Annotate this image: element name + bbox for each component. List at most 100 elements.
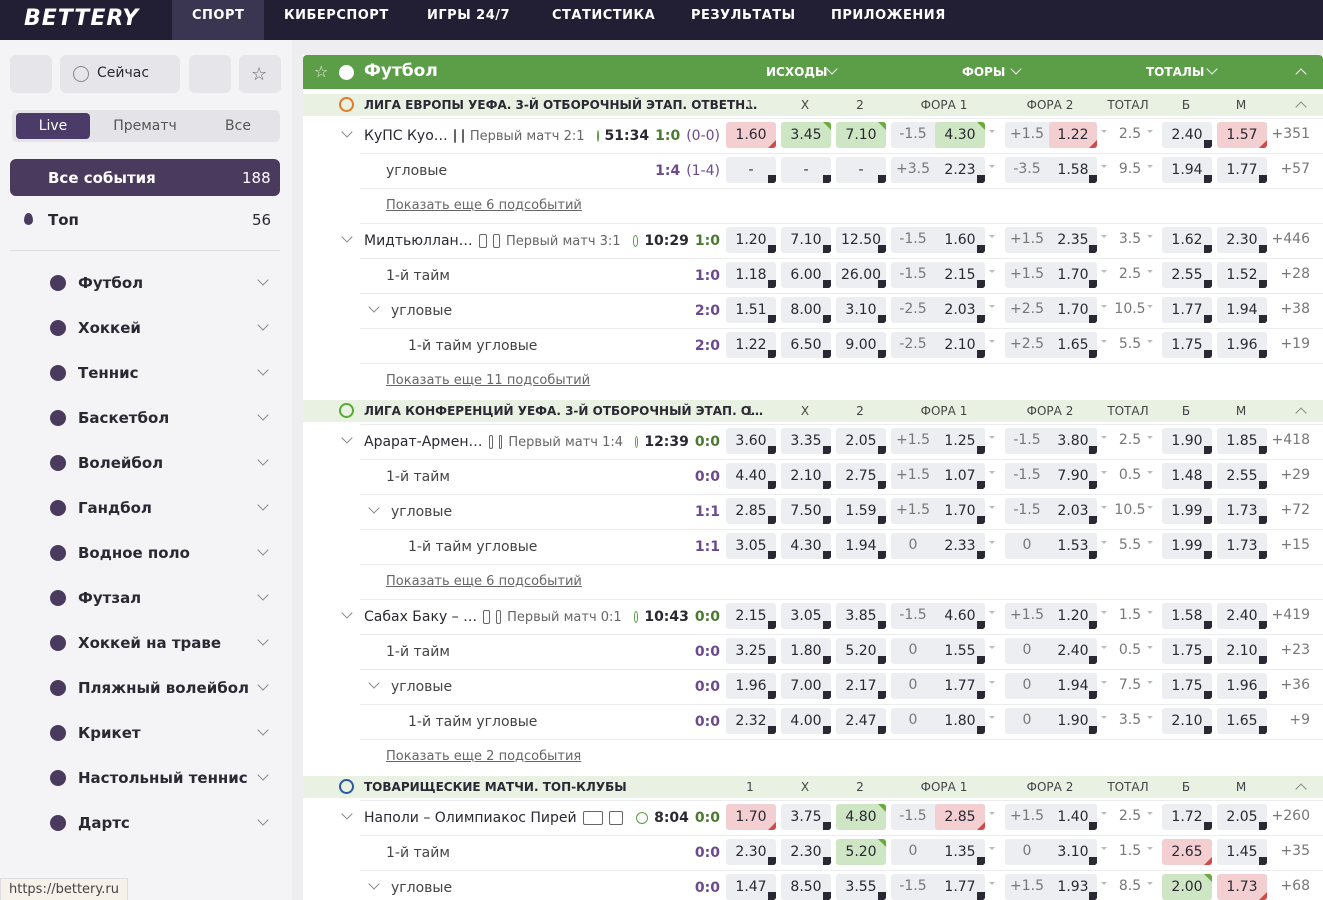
odd[interactable]: 1.77 bbox=[935, 874, 985, 900]
odd[interactable]: 1.94 bbox=[1162, 157, 1212, 183]
more-markets[interactable]: +351 bbox=[1271, 126, 1310, 142]
odd[interactable]: 1.99 bbox=[1162, 533, 1212, 559]
more-markets[interactable]: +57 bbox=[1280, 161, 1310, 177]
odd[interactable]: 2.00 bbox=[1162, 874, 1212, 900]
odd[interactable]: 1.77 bbox=[1162, 297, 1212, 323]
more-markets[interactable]: +29 bbox=[1280, 467, 1310, 483]
odd[interactable]: 3.10 bbox=[836, 297, 886, 323]
odd[interactable]: 1.25 bbox=[935, 428, 985, 454]
odd[interactable]: 2.40 bbox=[1217, 603, 1267, 629]
odd[interactable]: 3.85 bbox=[836, 603, 886, 629]
odd[interactable]: 1.72 bbox=[1162, 804, 1212, 830]
odd[interactable]: 1.60 bbox=[726, 122, 776, 148]
event-name[interactable]: угловые bbox=[391, 303, 453, 319]
odd[interactable]: 5.20 bbox=[836, 638, 886, 664]
odd[interactable]: 1.90 bbox=[1162, 428, 1212, 454]
star-icon[interactable]: ☆ bbox=[314, 62, 329, 81]
odd[interactable]: 3.25 bbox=[726, 638, 776, 664]
favorites-button[interactable] bbox=[239, 55, 281, 93]
odd[interactable]: 1.58 bbox=[1049, 157, 1097, 183]
odd[interactable]: 2.35 bbox=[1049, 227, 1097, 253]
odd[interactable]: 1.65 bbox=[1217, 708, 1267, 734]
odd[interactable]: 4.80 bbox=[836, 804, 886, 830]
odd[interactable]: 3.05 bbox=[726, 533, 776, 559]
odd[interactable]: 2.10 bbox=[1217, 638, 1267, 664]
odd[interactable]: 7.10 bbox=[781, 227, 831, 253]
odd[interactable]: 1.60 bbox=[935, 227, 985, 253]
odd[interactable]: 1.70 bbox=[726, 804, 776, 830]
odd[interactable]: 8.00 bbox=[781, 297, 831, 323]
event-name[interactable]: угловые bbox=[391, 504, 453, 520]
odd[interactable]: 2.55 bbox=[1162, 262, 1212, 288]
sport-name[interactable]: Гандбол bbox=[78, 499, 152, 517]
logo[interactable]: BETTERY bbox=[24, 6, 140, 31]
odd[interactable]: 1.70 bbox=[1049, 297, 1097, 323]
nav-item[interactable]: ПРИЛОЖЕНИЯ bbox=[831, 8, 946, 23]
odd[interactable]: 26.00 bbox=[836, 262, 886, 288]
odd[interactable]: 1.99 bbox=[1162, 498, 1212, 524]
odd[interactable]: 1.51 bbox=[726, 297, 776, 323]
tab[interactable]: Прематч bbox=[113, 118, 177, 134]
odd[interactable]: 4.40 bbox=[726, 463, 776, 489]
odd[interactable]: 1.62 bbox=[1162, 227, 1212, 253]
odd[interactable]: 2.10 bbox=[1162, 708, 1212, 734]
odd[interactable]: 4.00 bbox=[781, 708, 831, 734]
show-more-link[interactable]: Показать еще 2 подсобытия bbox=[386, 749, 582, 764]
odd[interactable]: 1.94 bbox=[1217, 297, 1267, 323]
event-name[interactable]: КуПС Куо… bbox=[364, 128, 448, 144]
odd[interactable]: 2.03 bbox=[1049, 498, 1097, 524]
sport-name[interactable]: Дартс bbox=[78, 814, 130, 832]
odd[interactable]: 1.22 bbox=[726, 332, 776, 358]
odd[interactable]: 2.40 bbox=[1162, 122, 1212, 148]
odd[interactable]: 1.40 bbox=[1049, 804, 1097, 830]
odd[interactable]: 6.50 bbox=[781, 332, 831, 358]
more-markets[interactable]: +418 bbox=[1271, 432, 1310, 448]
odd[interactable]: 1.70 bbox=[1049, 262, 1097, 288]
odd[interactable]: 4.30 bbox=[935, 122, 985, 148]
odd[interactable]: 6.00 bbox=[781, 262, 831, 288]
odd[interactable]: 2.05 bbox=[836, 428, 886, 454]
odd[interactable]: 2.55 bbox=[1217, 463, 1267, 489]
odd[interactable]: 3.60 bbox=[726, 428, 776, 454]
odd[interactable]: 8.50 bbox=[781, 874, 831, 900]
odd[interactable]: 3.05 bbox=[781, 603, 831, 629]
odd[interactable]: 2.33 bbox=[935, 533, 985, 559]
event-name[interactable]: Сабах Баку – … bbox=[364, 609, 478, 625]
odd[interactable]: - bbox=[781, 157, 831, 183]
more-markets[interactable]: +15 bbox=[1280, 537, 1310, 553]
tab[interactable]: Все bbox=[225, 118, 251, 134]
odd[interactable]: 1.70 bbox=[935, 498, 985, 524]
more-markets[interactable]: +19 bbox=[1280, 336, 1310, 352]
sport-name[interactable]: Теннис bbox=[78, 364, 139, 382]
odd[interactable]: 2.65 bbox=[1162, 839, 1212, 865]
sport-name[interactable]: Крикет bbox=[78, 724, 141, 742]
sport-name[interactable]: Хоккей на траве bbox=[78, 634, 222, 652]
event-name[interactable]: Мидтьюллан… bbox=[364, 233, 473, 249]
odd[interactable]: 1.75 bbox=[1162, 673, 1212, 699]
more-markets[interactable]: +68 bbox=[1280, 878, 1310, 894]
sport-name[interactable]: Волейбол bbox=[78, 454, 164, 472]
odd[interactable]: 2.32 bbox=[726, 708, 776, 734]
event-name[interactable]: 1-й тайм угловые bbox=[408, 338, 538, 354]
event-name[interactable]: Наполи – Олимпиакос Пирей bbox=[364, 810, 577, 826]
odd[interactable]: 7.10 bbox=[836, 122, 886, 148]
more-markets[interactable]: +419 bbox=[1271, 607, 1310, 623]
show-more-link[interactable]: Показать еще 6 подсобытий bbox=[386, 574, 582, 589]
odd[interactable]: 1.58 bbox=[1162, 603, 1212, 629]
odd[interactable]: 1.18 bbox=[726, 262, 776, 288]
filter-button[interactable] bbox=[10, 55, 52, 93]
group-label[interactable]: ФОРЫ bbox=[962, 65, 1006, 79]
odd[interactable]: 7.50 bbox=[781, 498, 831, 524]
odd[interactable]: 1.53 bbox=[1049, 533, 1097, 559]
odd[interactable]: 1.94 bbox=[1049, 673, 1097, 699]
event-name[interactable]: угловые bbox=[391, 679, 453, 695]
all-events[interactable] bbox=[10, 159, 280, 196]
odd[interactable]: 2.15 bbox=[726, 603, 776, 629]
show-more-link[interactable]: Показать еще 6 подсобытий bbox=[386, 198, 582, 213]
sport-name[interactable]: Хоккей bbox=[78, 319, 141, 337]
odd[interactable]: 1.77 bbox=[935, 673, 985, 699]
odd[interactable]: 1.20 bbox=[1049, 603, 1097, 629]
odd[interactable]: 4.30 bbox=[781, 533, 831, 559]
more-markets[interactable]: +28 bbox=[1280, 266, 1310, 282]
event-name[interactable]: угловые bbox=[391, 880, 453, 896]
